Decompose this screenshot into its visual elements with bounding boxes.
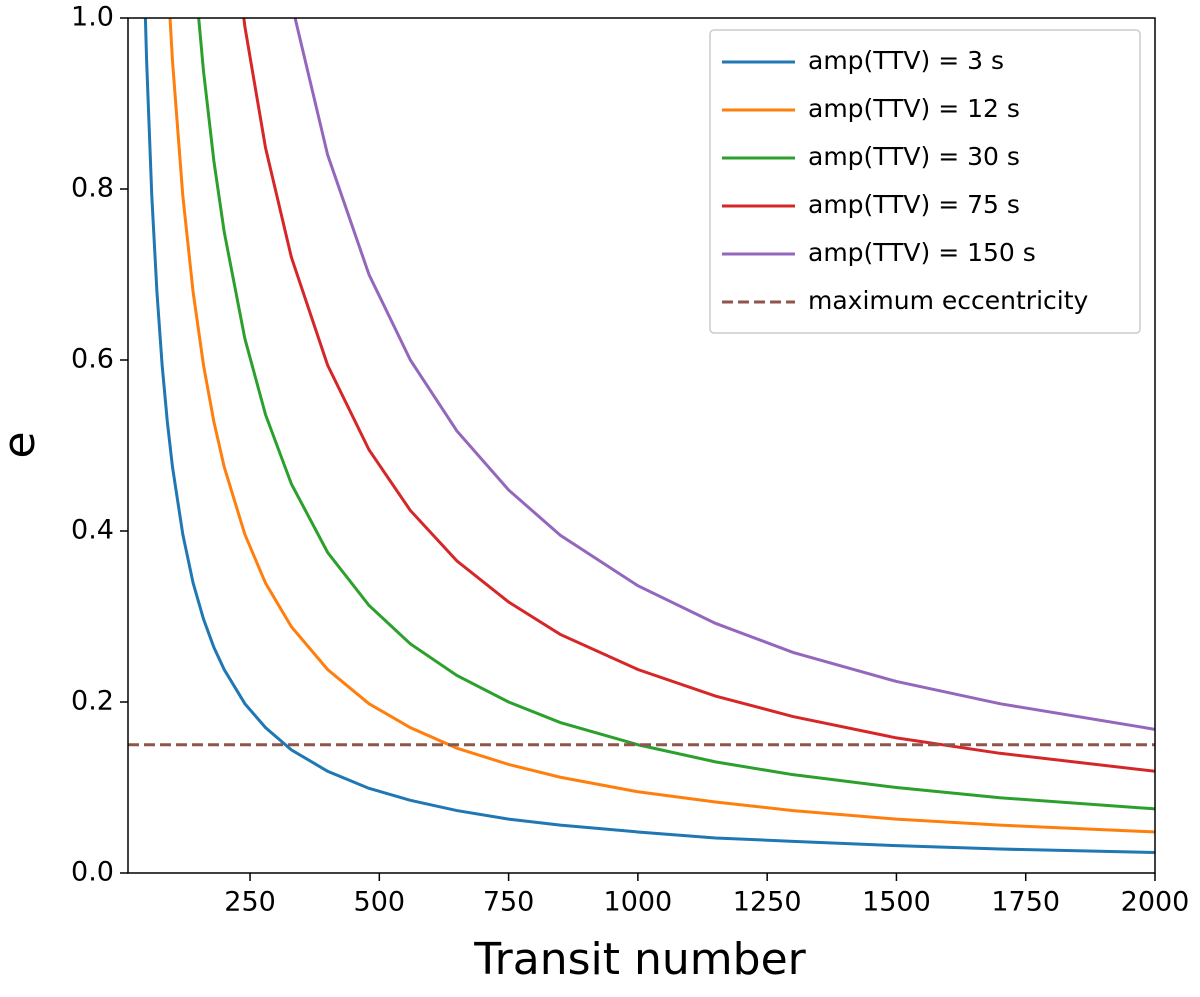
x-axis-label: Transit number [473, 934, 806, 985]
plot-area [128, 18, 1155, 854]
legend-label: amp(TTV) = 75 s [808, 190, 1020, 219]
x-tick-label: 1000 [604, 887, 673, 918]
plot-frame [127, 17, 1156, 874]
y-axis-label: e [0, 431, 45, 458]
x-tick-label: 1750 [991, 887, 1060, 918]
x-tick-label: 2000 [1121, 887, 1190, 918]
series-line [242, 18, 1155, 773]
y-tick-label: 0.6 [71, 344, 114, 375]
series-line [168, 18, 1155, 834]
series-line [143, 18, 1155, 854]
legend-label: amp(TTV) = 150 s [808, 238, 1036, 267]
legend-label: amp(TTV) = 3 s [808, 46, 1004, 75]
series-line [293, 18, 1155, 731]
legend-label: amp(TTV) = 30 s [808, 142, 1020, 171]
x-tick-label: 250 [224, 887, 276, 918]
legend-box [709, 29, 1141, 334]
y-tick-label: 1.0 [71, 2, 114, 33]
legend-label: amp(TTV) = 12 s [808, 94, 1020, 123]
y-tick-label: 0.8 [71, 173, 114, 204]
legend-label: maximum eccentricity [808, 286, 1089, 315]
x-tick-label: 1250 [733, 887, 802, 918]
y-tick-label: 0.4 [71, 515, 114, 546]
y-tick-label: 0.2 [71, 686, 114, 717]
x-tick-label: 500 [354, 887, 406, 918]
series-line [197, 18, 1155, 811]
x-tick-label: 1500 [862, 887, 931, 918]
x-tick-label: 750 [483, 887, 535, 918]
y-tick-label: 0.0 [71, 857, 114, 888]
